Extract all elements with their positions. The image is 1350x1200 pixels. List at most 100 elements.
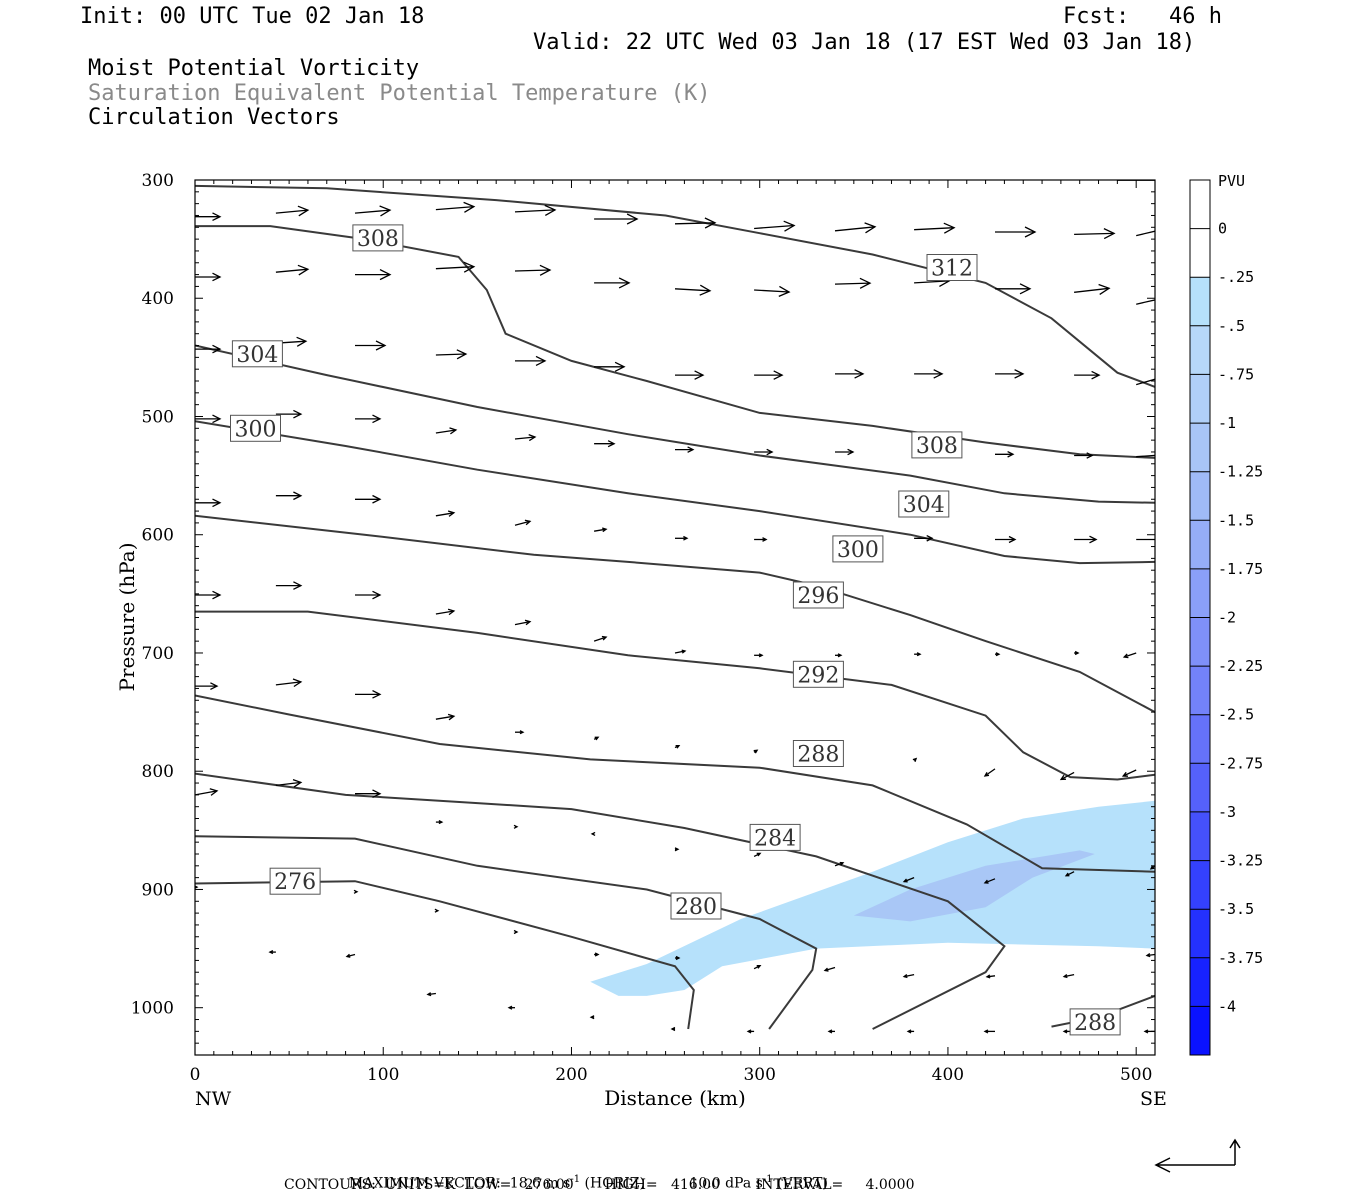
colorbar-swatch bbox=[1190, 957, 1210, 1007]
vector-shaft bbox=[593, 636, 607, 642]
vector-head bbox=[589, 1015, 595, 1020]
contour-label-box bbox=[670, 892, 722, 920]
colorbar-title: PVU bbox=[1218, 172, 1245, 190]
colorbar-label: -.75 bbox=[1218, 365, 1254, 383]
vector-head bbox=[292, 778, 303, 788]
vector-head bbox=[1064, 872, 1070, 877]
vector-head bbox=[594, 952, 600, 957]
vector-head bbox=[753, 749, 759, 754]
vector-head bbox=[447, 713, 456, 721]
vector-head bbox=[507, 1005, 513, 1010]
contour-line bbox=[195, 694, 1155, 873]
y-axis-label: Pressure (hPa) bbox=[115, 543, 139, 692]
circulation-vector bbox=[1136, 299, 1155, 305]
circulation-vector bbox=[513, 929, 519, 935]
x-tick-label: 300 bbox=[743, 1065, 775, 1085]
vector-head bbox=[195, 885, 199, 889]
vector-shaft bbox=[514, 520, 531, 526]
colorbar-swatch bbox=[1190, 277, 1210, 327]
contour-label-box bbox=[230, 414, 281, 442]
contour-label: 300 bbox=[832, 535, 884, 563]
contour-line bbox=[195, 420, 1155, 565]
circulation-vector bbox=[754, 448, 774, 456]
circulation-vector bbox=[275, 778, 303, 788]
circulation-vector bbox=[914, 222, 956, 234]
vector-head bbox=[463, 261, 476, 273]
vector-head bbox=[983, 879, 989, 884]
vector-head bbox=[1086, 452, 1094, 459]
circulation-vector bbox=[195, 414, 222, 424]
vector-head bbox=[297, 205, 310, 217]
contour-label: 296 bbox=[792, 581, 844, 609]
circulation-vector bbox=[1074, 535, 1098, 544]
y-tick-label: 800 bbox=[142, 762, 174, 782]
vector-head bbox=[916, 652, 922, 657]
circulation-vector bbox=[912, 757, 918, 763]
contour-label-text: 304 bbox=[903, 493, 945, 518]
vector-head bbox=[528, 433, 537, 442]
vector-shaft bbox=[674, 288, 711, 292]
vector-shaft bbox=[435, 715, 455, 720]
colorbar-label: -3.5 bbox=[1218, 900, 1254, 918]
colorbar-label: 0 bbox=[1218, 220, 1227, 238]
colorbar-label: -.25 bbox=[1218, 268, 1254, 286]
x-end-label-nw: NW bbox=[195, 1088, 232, 1110]
vector-head bbox=[687, 446, 695, 453]
vector-shaft bbox=[1136, 230, 1155, 237]
circulation-vector bbox=[995, 535, 1017, 544]
contour-label: 284 bbox=[749, 823, 801, 851]
circulation-vector bbox=[345, 953, 356, 958]
vector-shaft bbox=[984, 768, 996, 777]
vector-head bbox=[902, 973, 908, 979]
vector-head bbox=[983, 771, 990, 777]
vector-head bbox=[1089, 535, 1098, 544]
vector-head bbox=[746, 1029, 752, 1034]
contour-label-text: 276 bbox=[274, 870, 316, 895]
colorbar-label: -3.25 bbox=[1218, 852, 1263, 870]
circulation-vector bbox=[514, 519, 532, 526]
vector-head bbox=[1103, 228, 1116, 240]
vector-head bbox=[212, 212, 222, 221]
vector-shaft bbox=[275, 781, 301, 787]
circulation-vector bbox=[435, 713, 456, 721]
circulation-vector bbox=[914, 369, 944, 379]
colorbar-label: -4 bbox=[1218, 997, 1236, 1015]
contour-label-box bbox=[749, 823, 801, 851]
vector-head bbox=[912, 757, 918, 763]
circulation-vector bbox=[195, 272, 222, 282]
circulation-vector bbox=[835, 369, 865, 379]
vector-head bbox=[614, 361, 626, 372]
vector-head bbox=[293, 581, 303, 590]
contour-label: 292 bbox=[792, 660, 844, 688]
circulation-vector bbox=[434, 908, 440, 913]
vector-head bbox=[379, 269, 392, 281]
circulation-vector bbox=[754, 220, 796, 232]
contour-label-box bbox=[792, 581, 844, 609]
x-tick-label: 400 bbox=[932, 1065, 964, 1085]
circulation-vector bbox=[754, 537, 768, 542]
vector-head bbox=[839, 861, 845, 866]
max-vector-label: MAXIMUM VECTOR: bbox=[348, 1175, 501, 1192]
vector-head bbox=[985, 974, 991, 979]
circulation-vector bbox=[914, 535, 934, 542]
vector-head bbox=[293, 409, 303, 419]
circulation-vector bbox=[1136, 374, 1155, 386]
circulation-vector bbox=[835, 653, 843, 658]
vector-head bbox=[1145, 953, 1151, 958]
circulation-vector bbox=[983, 878, 996, 884]
vector-head bbox=[773, 370, 784, 380]
vector-head bbox=[209, 788, 219, 796]
vector-head bbox=[943, 222, 956, 234]
vector-head bbox=[438, 820, 444, 825]
colorbar-label: -1 bbox=[1218, 414, 1236, 432]
circulation-vector bbox=[435, 820, 444, 825]
vector-head bbox=[601, 635, 608, 641]
vector-head bbox=[762, 537, 768, 542]
vector-shaft bbox=[1122, 769, 1137, 777]
reference-vector-icon bbox=[1154, 1138, 1241, 1173]
vector-head bbox=[618, 277, 631, 289]
vector-shaft bbox=[1060, 771, 1075, 780]
colorbar-label: -1.5 bbox=[1218, 511, 1254, 529]
contour-label-text: 308 bbox=[916, 434, 958, 459]
vector-shaft bbox=[914, 227, 955, 231]
